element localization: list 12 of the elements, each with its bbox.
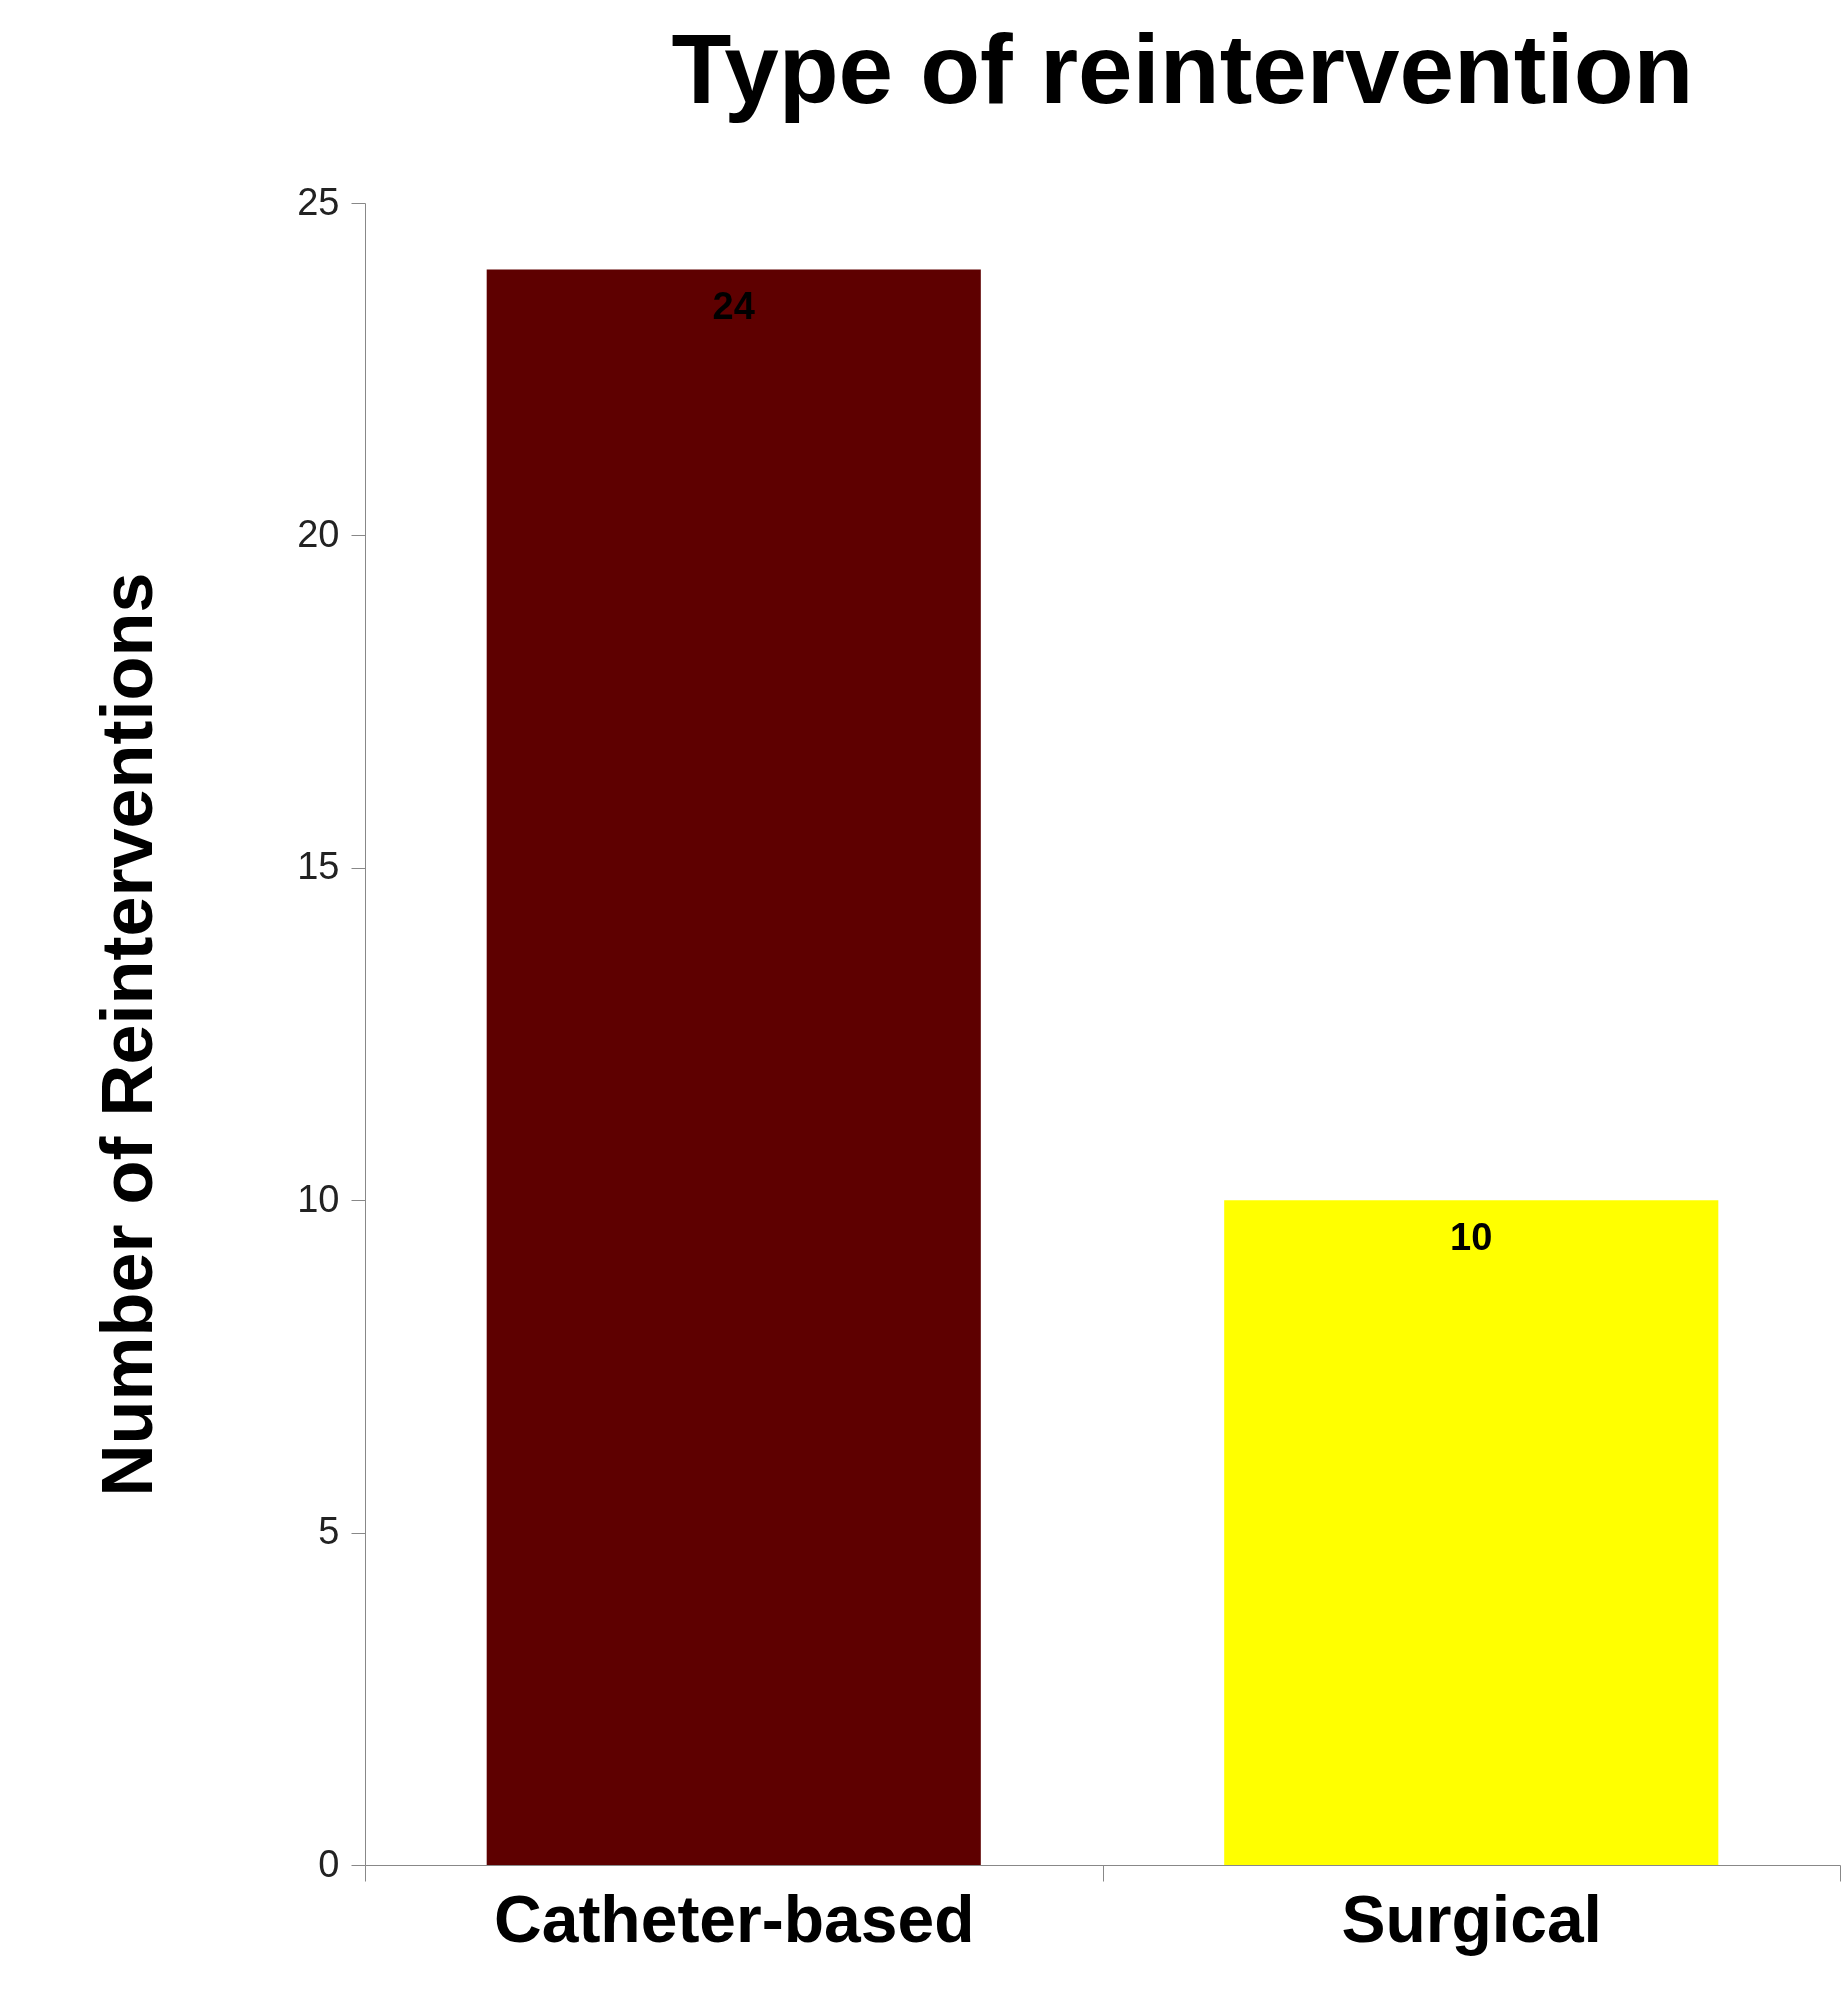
x-tick-label: Catheter-based — [494, 1881, 975, 1956]
y-tick-label: 20 — [297, 512, 340, 555]
y-tick-label: 10 — [297, 1177, 340, 1220]
data-label: 10 — [1450, 1216, 1493, 1259]
y-tick-label: 25 — [297, 180, 340, 223]
y-axis-title: Number of Reinterventions — [87, 572, 168, 1497]
x-tick-label: Surgical — [1341, 1881, 1602, 1956]
chart-title: Type of reintervention — [671, 14, 1694, 124]
data-label: 24 — [712, 285, 755, 328]
y-tick-label: 5 — [318, 1510, 340, 1553]
y-tick-label: 0 — [318, 1842, 340, 1885]
y-tick-label: 15 — [297, 845, 340, 888]
